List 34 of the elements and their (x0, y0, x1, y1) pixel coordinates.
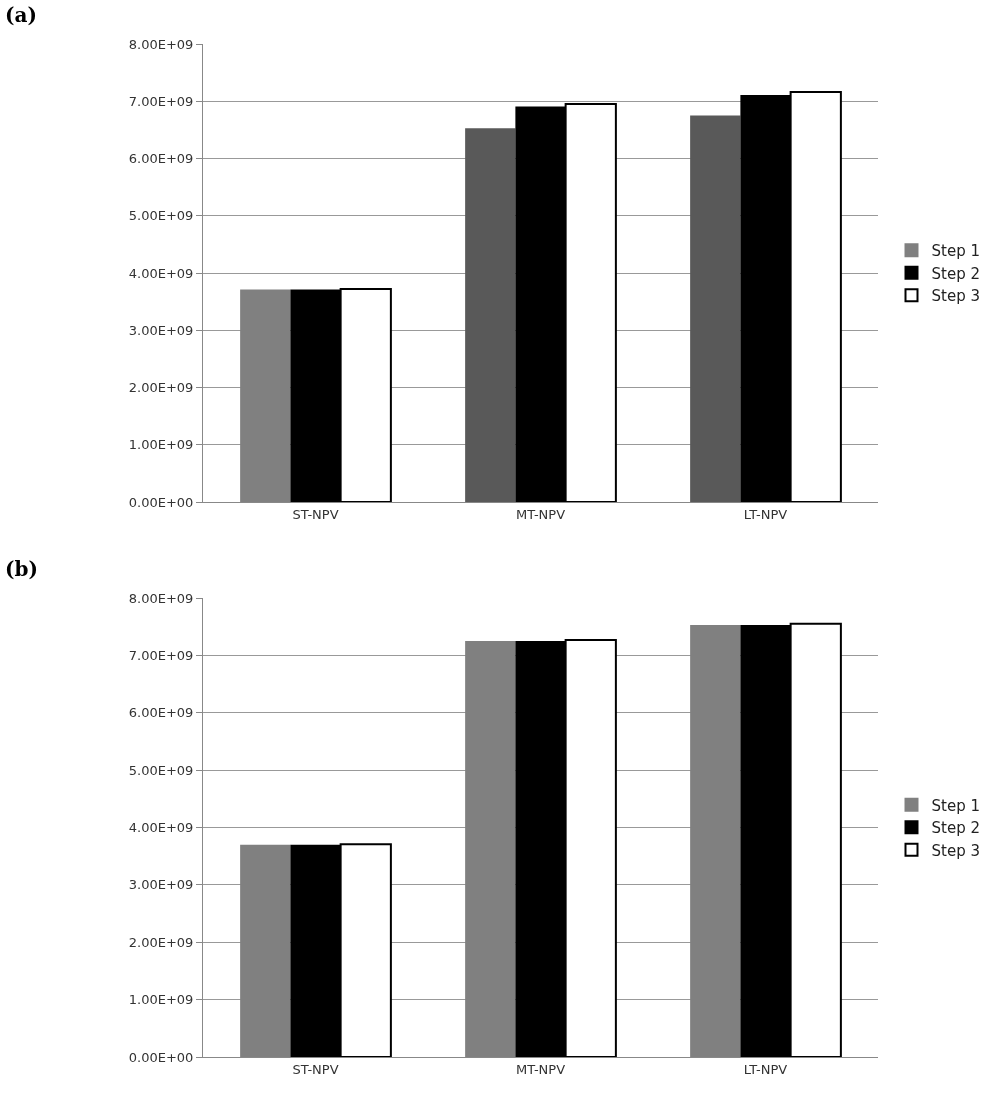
legend-label: Step 1 (931, 796, 980, 815)
y-tick-label: 8.00E+09 (128, 590, 194, 606)
x-tick-label: LT-NPV (743, 506, 788, 522)
y-tick-label: 2.00E+09 (128, 380, 194, 396)
legend-label: Step 3 (931, 287, 980, 306)
x-tick-label: MT-NPV (515, 1061, 566, 1077)
y-tick-label: 2.00E+09 (128, 934, 194, 950)
y-tick-label: 8.00E+09 (128, 36, 194, 52)
y-tick-label: 3.00E+09 (128, 322, 194, 338)
legend-label: Step 3 (931, 841, 980, 860)
legend-label: Step 2 (931, 819, 980, 838)
x-tick-label: MT-NPV (515, 506, 566, 522)
y-tick-label: 5.00E+09 (128, 762, 194, 778)
y-tick-label: 6.00E+09 (128, 151, 194, 167)
y-tick-label: 4.00E+09 (128, 820, 194, 836)
bar (690, 115, 741, 502)
y-tick-label: 0.00E+00 (128, 494, 194, 510)
y-tick-label: 6.00E+09 (128, 705, 194, 721)
legend-label: Step 1 (931, 242, 980, 261)
y-tick-label: 3.00E+09 (128, 877, 194, 893)
x-tick-label: ST-NPV (292, 506, 339, 522)
text: (b) (5, 557, 38, 581)
y-tick-label: 4.00E+09 (128, 265, 194, 281)
y-tick-label: 5.00E+09 (128, 208, 194, 224)
y-tick-label: 1.00E+09 (128, 437, 194, 453)
text: (a) (5, 3, 37, 27)
legend-label: Step 2 (931, 264, 980, 283)
bar (465, 128, 516, 502)
x-tick-label: ST-NPV (292, 1061, 339, 1077)
y-tick-label: 7.00E+09 (128, 93, 194, 109)
y-tick-label: 7.00E+09 (128, 647, 194, 663)
y-tick-label: 0.00E+00 (128, 1049, 194, 1065)
x-tick-label: LT-NPV (743, 1061, 788, 1077)
y-tick-label: 1.00E+09 (128, 992, 194, 1008)
